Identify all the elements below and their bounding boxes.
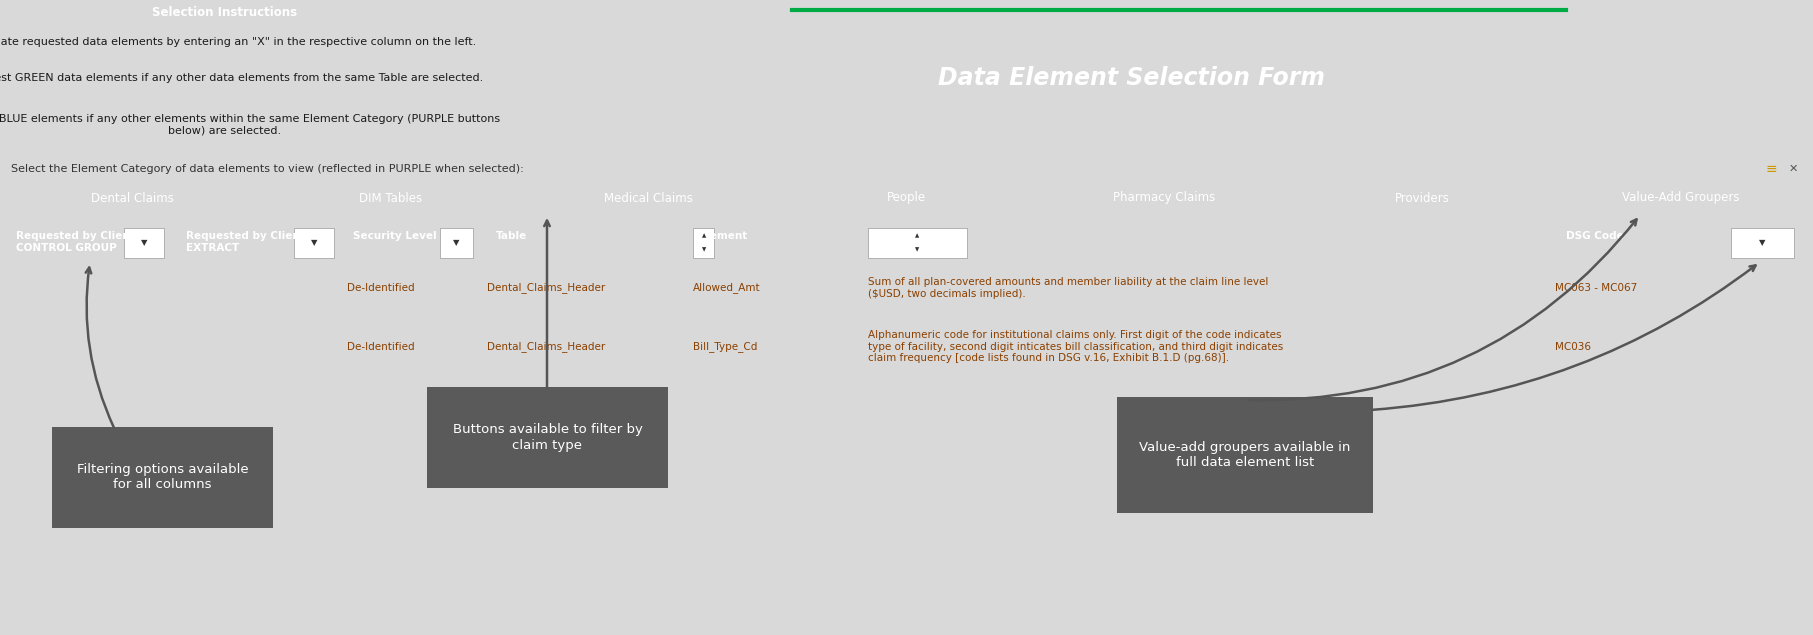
Text: ▼: ▼ [916, 248, 919, 252]
Text: Requested by Client for
CONTROL GROUP: Requested by Client for CONTROL GROUP [16, 231, 154, 253]
Text: Table: Table [495, 231, 528, 253]
Text: Filtering options available
for all columns: Filtering options available for all colu… [76, 464, 248, 491]
Text: Providers: Providers [1394, 192, 1450, 204]
Text: Element: Element [700, 231, 747, 253]
Text: Request BLUE elements if any other elements within the same Element Category (PU: Request BLUE elements if any other eleme… [0, 114, 500, 136]
Text: Definition: Definition [896, 231, 955, 253]
FancyBboxPatch shape [868, 228, 966, 258]
Text: MC036: MC036 [1556, 342, 1592, 352]
Text: Dental_Claims_Header: Dental_Claims_Header [488, 283, 606, 293]
FancyBboxPatch shape [53, 427, 274, 528]
Text: Requested by Client for
EXTRACT: Requested by Client for EXTRACT [185, 231, 325, 253]
Text: Security Level: Security Level [354, 231, 437, 253]
FancyBboxPatch shape [1117, 397, 1372, 513]
FancyBboxPatch shape [441, 228, 473, 258]
Text: MC063 - MC067: MC063 - MC067 [1556, 283, 1637, 293]
Text: Medical Claims: Medical Claims [604, 192, 693, 204]
Text: Buttons available to filter by
claim type: Buttons available to filter by claim typ… [453, 424, 642, 451]
Text: People: People [887, 192, 926, 204]
Text: Request GREEN data elements if any other data elements from the same Table are s: Request GREEN data elements if any other… [0, 73, 484, 83]
Text: Allowed_Amt: Allowed_Amt [693, 283, 761, 293]
Text: Select the Element Category of data elements to view (reflected in PURPLE when s: Select the Element Category of data elem… [11, 164, 524, 174]
Text: Value-add groupers available in
full data element list: Value-add groupers available in full dat… [1139, 441, 1351, 469]
FancyBboxPatch shape [428, 387, 667, 488]
Text: ▼: ▼ [702, 248, 705, 252]
Text: ▲: ▲ [916, 234, 919, 239]
Text: ▼: ▼ [141, 239, 147, 248]
Text: DSG Code: DSG Code [1566, 231, 1623, 253]
Text: ✕: ✕ [1788, 164, 1798, 174]
FancyBboxPatch shape [693, 228, 714, 258]
FancyBboxPatch shape [294, 228, 334, 258]
Text: De-Identified: De-Identified [348, 283, 415, 293]
Text: DIM Tables: DIM Tables [359, 192, 422, 204]
Text: Sum of all plan-covered amounts and member liability at the claim line level
($U: Sum of all plan-covered amounts and memb… [868, 277, 1269, 299]
Text: ▲: ▲ [702, 234, 705, 239]
FancyBboxPatch shape [123, 228, 165, 258]
Text: ▼: ▼ [453, 239, 459, 248]
Text: Dental Claims: Dental Claims [91, 192, 174, 204]
FancyBboxPatch shape [1731, 228, 1793, 258]
Text: Pharmacy Claims: Pharmacy Claims [1113, 192, 1217, 204]
Text: ≡: ≡ [1766, 162, 1777, 176]
Text: ▼: ▼ [310, 239, 317, 248]
Text: Selection Instructions: Selection Instructions [152, 6, 297, 20]
Text: De-Identified: De-Identified [348, 342, 415, 352]
Text: Dental_Claims_Header: Dental_Claims_Header [488, 341, 606, 352]
Text: Data Element Selection Form: Data Element Selection Form [937, 66, 1325, 90]
Text: Alphanumeric code for institutional claims only. First digit of the code indicat: Alphanumeric code for institutional clai… [868, 330, 1284, 363]
Text: Bill_Type_Cd: Bill_Type_Cd [693, 341, 758, 352]
Text: ▼: ▼ [1759, 239, 1766, 248]
Text: Incidate requested data elements by entering an "X" in the respective column on : Incidate requested data elements by ente… [0, 37, 477, 47]
Text: Value-Add Groupers: Value-Add Groupers [1623, 192, 1739, 204]
